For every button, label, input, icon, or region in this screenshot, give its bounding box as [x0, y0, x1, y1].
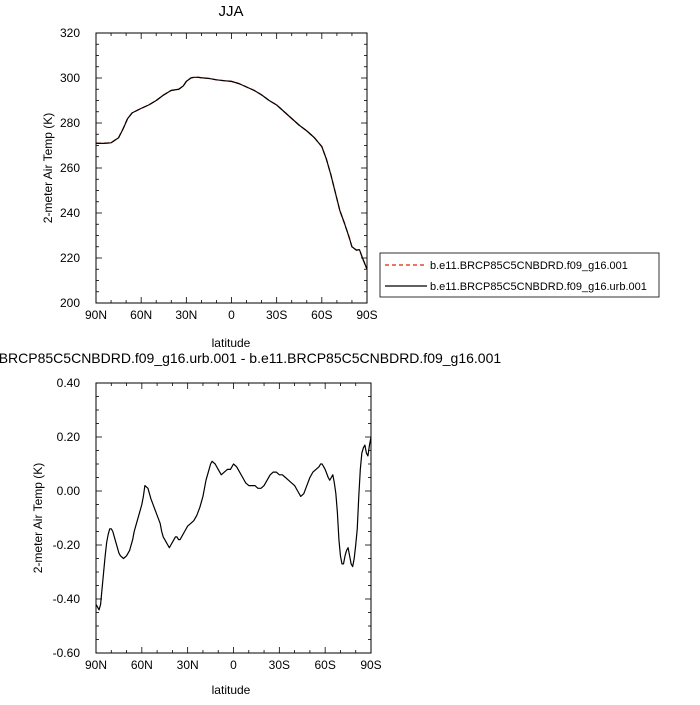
- bottom-x-tick-label: 90S: [360, 658, 381, 672]
- bottom-series-line-1: [95, 436, 372, 611]
- bottom-x-tick-label: 0: [230, 658, 237, 672]
- legend-label-series-2: b.e11.BRCP85C5CNBDRD.f09_g16.urb.001: [430, 281, 647, 293]
- bottom-y-tick-label: 0.40: [57, 376, 81, 390]
- legend: b.e11.BRCP85C5CNBDRD.f09_g16.001 b.e11.B…: [379, 252, 660, 298]
- top-x-tick-label: 30S: [266, 308, 287, 322]
- top-chart-title: JJA: [218, 3, 243, 20]
- top-y-tick-label: 280: [60, 116, 80, 130]
- top-y-axis-label: 2-meter Air Temp (K): [41, 113, 55, 223]
- top-x-axis-label: latitude: [212, 336, 251, 350]
- top-y-tick-label: 260: [60, 161, 80, 175]
- top-y-tick-label: 300: [60, 71, 80, 85]
- top-y-tick-label: 200: [60, 296, 80, 310]
- top-x-tick-label: 30N: [175, 308, 197, 322]
- bottom-chart-title: b.e11.BRCP85C5CNBDRD.f09_g16.urb.001 - b…: [0, 350, 501, 366]
- bottom-x-tick-label: 90N: [85, 658, 107, 672]
- top-x-tick-label: 60S: [311, 308, 332, 322]
- bottom-y-tick-label: -0.20: [53, 538, 81, 552]
- top-y-tick-label: 220: [60, 251, 80, 265]
- top-x-tick-label: 90S: [356, 308, 377, 322]
- top-x-tick-label: 90N: [85, 308, 107, 322]
- top-series-line-2: [95, 76, 368, 270]
- bottom-x-axis-label: latitude: [212, 683, 251, 697]
- top-series-lines: [95, 76, 368, 270]
- bottom-y-tick-label: -0.40: [53, 592, 81, 606]
- top-x-tick-label: 0: [228, 308, 235, 322]
- legend-box: [379, 252, 660, 298]
- top-panel: JJA 2-meter Air Temp (K) latitude 90N 60N…: [41, 3, 378, 350]
- top-x-tick-label: 60N: [130, 308, 152, 322]
- top-y-tick-label: 240: [60, 206, 80, 220]
- bottom-x-tick-label: 60N: [131, 658, 153, 672]
- bottom-series-line: [95, 436, 372, 611]
- top-series-line-1: [96, 76, 368, 270]
- bottom-x-tick-label: 30S: [269, 658, 290, 672]
- bottom-y-axis-label: 2-meter Air Temp (K): [31, 463, 45, 573]
- bottom-plot-area: 90N 60N 30N 0 30S 60S 90S -0.60 -0.40 -0.20 0.00 0.…: [53, 376, 382, 672]
- top-y-tick-label: 320: [60, 26, 80, 40]
- top-plot-area: 90N 60N 30N 0 30S 60S 90S 200 220 240 260 280 300 320: [60, 26, 378, 322]
- bottom-y-tick-label: 0.20: [57, 430, 81, 444]
- bottom-y-tick-label: 0.00: [57, 484, 81, 498]
- bottom-panel: b.e11.BRCP85C5CNBDRD.f09_g16.urb.001 - b…: [0, 350, 501, 697]
- bottom-plot-frame: [95, 382, 372, 654]
- bottom-x-tick-label: 30N: [177, 658, 199, 672]
- bottom-x-tick-label: 60S: [314, 658, 335, 672]
- top-plot-frame: [95, 32, 368, 304]
- legend-label-series-1: b.e11.BRCP85C5CNBDRD.f09_g16.001: [430, 260, 628, 272]
- bottom-y-tick-label: -0.60: [53, 646, 81, 660]
